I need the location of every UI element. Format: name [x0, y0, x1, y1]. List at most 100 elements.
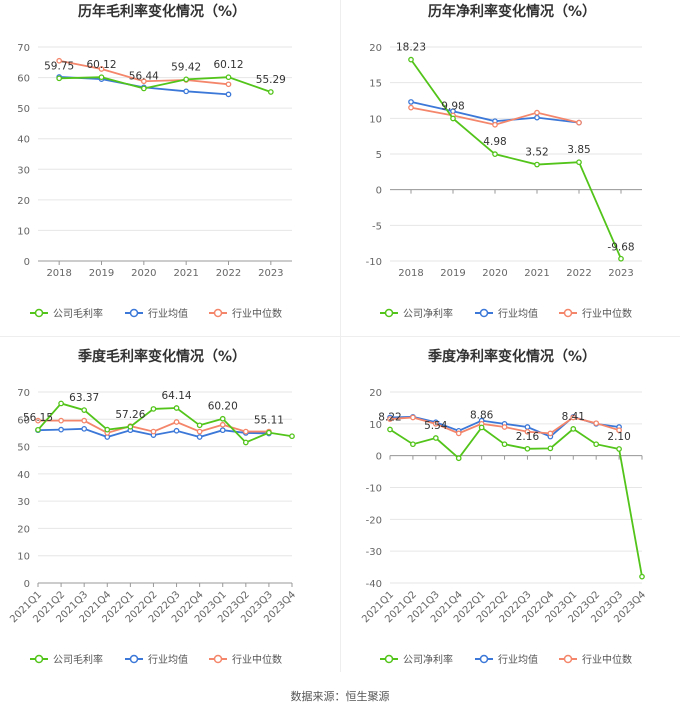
data-point [570, 426, 577, 432]
legend-item: 公司净利率 [380, 653, 453, 666]
data-point [432, 435, 439, 441]
data-label: 64.14 [162, 390, 192, 402]
series-line [37, 402, 293, 444]
legend-item: 行业均值 [475, 653, 538, 666]
legend-item: 行业中位数 [209, 653, 282, 666]
x-tick-label: 2018 [398, 268, 423, 279]
data-source-note: 数据来源：恒生聚源 [290, 690, 390, 703]
legend-label: 行业均值 [498, 307, 538, 320]
legend-label: 公司毛利率 [53, 653, 103, 666]
data-point [408, 99, 414, 105]
y-tick-label: 10 [17, 552, 30, 563]
data-point [183, 88, 190, 95]
data-point [150, 428, 157, 435]
legend-swatch-marker [563, 308, 573, 318]
x-tick-label: 2022 [566, 268, 591, 279]
chart-panel-2: 历年净利率变化情况（%） -10 -5 0 5 10 15 20 2018 2019 2020 202… [366, 3, 642, 320]
data-point [104, 426, 111, 433]
data-point [450, 115, 456, 122]
y-tick-label: 70 [17, 43, 30, 54]
legend-label: 行业中位数 [232, 653, 282, 666]
y-tick-label: -20 [366, 515, 382, 526]
data-label: 2.10 [607, 431, 630, 443]
data-label: 63.37 [69, 392, 99, 404]
data-label: 9.98 [441, 100, 464, 112]
chart-title: 历年净利率变化情况（%） [428, 3, 596, 20]
data-point [81, 417, 88, 424]
x-tick-label: 2019 [89, 268, 114, 279]
x-tick-label: 2023 [258, 268, 283, 279]
data-label: 8.41 [562, 411, 585, 423]
data-point [593, 441, 600, 448]
data-label: -9.68 [607, 242, 634, 254]
data-point [492, 121, 498, 128]
y-tick-label: 20 [369, 43, 382, 54]
y-tick-label: 60 [17, 74, 30, 85]
x-tick-label: 2021 [173, 268, 198, 279]
data-label: 56.44 [129, 70, 159, 82]
data-point [524, 445, 531, 452]
legend-swatch-marker [384, 308, 394, 318]
data-point [58, 417, 64, 424]
data-point [289, 433, 295, 440]
data-point [173, 419, 180, 425]
y-tick-label: 10 [369, 420, 382, 431]
data-point [56, 57, 63, 64]
chart-title: 季度毛利率变化情况（%） [77, 348, 246, 365]
y-tick-label: -40 [366, 579, 382, 590]
y-tick-label: 40 [17, 470, 30, 481]
data-point [593, 420, 600, 427]
y-tick-label: -5 [372, 221, 382, 232]
legend-item: 公司毛利率 [30, 307, 103, 320]
y-tick-label: 5 [376, 150, 382, 161]
x-tick-label: 2021 [524, 268, 549, 279]
data-point [58, 426, 64, 433]
y-tick-label: 20 [17, 524, 30, 535]
data-point [524, 424, 531, 430]
data-point [225, 74, 232, 81]
chart-panel-4: 季度净利率变化情况（%）-40-30-20-10010202021Q12021Q… [360, 348, 648, 666]
data-point [492, 151, 498, 157]
chart-title: 历年毛利率变化情况（%） [78, 3, 246, 20]
y-tick-label: 30 [17, 497, 30, 508]
data-point [570, 414, 577, 421]
data-point [127, 423, 134, 430]
series-line [59, 76, 272, 93]
data-point [408, 104, 414, 111]
data-point [173, 405, 180, 411]
y-tick-label: 20 [17, 196, 30, 207]
data-point [410, 441, 416, 448]
data-point [98, 74, 105, 81]
data-point [576, 119, 582, 126]
data-point [35, 417, 41, 424]
y-tick-label: -30 [366, 547, 382, 558]
legend-swatch-marker [34, 654, 44, 664]
data-point [455, 430, 462, 437]
legend-swatch-marker [213, 308, 223, 318]
y-tick-label: 0 [24, 257, 30, 268]
y-tick-label: 0 [376, 452, 382, 463]
y-tick-label: 20 [369, 388, 382, 399]
legend-label: 行业中位数 [582, 307, 632, 320]
legend-item: 行业均值 [125, 307, 188, 320]
data-point [534, 114, 540, 121]
legend-swatch-marker [213, 654, 223, 664]
legend-swatch-marker [384, 654, 394, 664]
data-point [242, 439, 249, 446]
data-label: 18.23 [396, 42, 426, 54]
data-point [225, 81, 232, 88]
data-label: 60.20 [208, 401, 238, 413]
chart-panel-1: 历年毛利率变化情况（%） 0 10 20 30 40 50 60 70 2018 2019 2020 2… [17, 3, 292, 320]
y-tick-label: 30 [17, 165, 30, 176]
data-point [576, 159, 582, 166]
data-point [81, 407, 88, 413]
data-point [387, 426, 393, 433]
data-point [387, 416, 393, 422]
legend-item: 行业中位数 [559, 653, 632, 666]
chart-panel-3: 季度毛利率变化情况（%）0102030405060702021Q12021Q22… [8, 348, 298, 666]
data-label: 59.42 [171, 61, 201, 73]
data-label: 55.11 [254, 415, 284, 427]
data-point [432, 420, 439, 427]
data-label: 3.85 [567, 144, 590, 156]
